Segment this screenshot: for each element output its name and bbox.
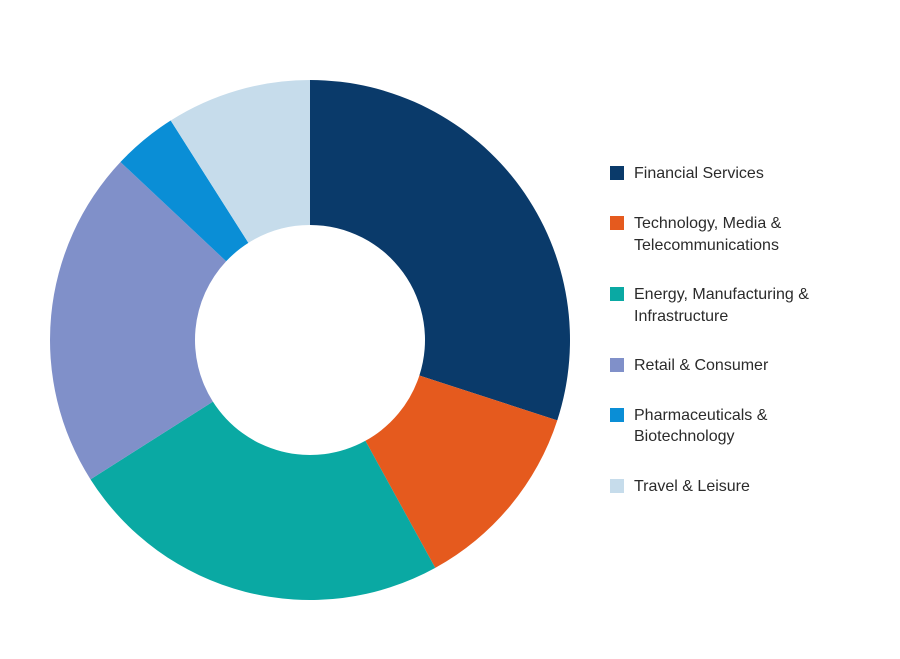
legend-label: Travel & Leisure	[634, 476, 750, 498]
donut-chart	[40, 60, 580, 600]
legend-swatch	[610, 408, 624, 422]
legend-swatch	[610, 216, 624, 230]
legend-item: Travel & Leisure	[610, 476, 854, 498]
legend-item: Technology, Media & Telecommunications	[610, 213, 854, 256]
legend-label: Pharmaceuticals & Biotechnology	[634, 405, 854, 448]
legend-swatch	[610, 358, 624, 372]
chart-container: Financial Services Technology, Media & Te…	[0, 0, 900, 659]
legend-label: Energy, Manufacturing & Infrastructure	[634, 284, 854, 327]
legend-label: Retail & Consumer	[634, 355, 768, 377]
donut-svg	[40, 60, 580, 620]
legend: Financial Services Technology, Media & Te…	[610, 163, 854, 525]
legend-item: Energy, Manufacturing & Infrastructure	[610, 284, 854, 327]
legend-swatch	[610, 479, 624, 493]
legend-label: Financial Services	[634, 163, 764, 185]
legend-item: Financial Services	[610, 163, 854, 185]
legend-swatch	[610, 287, 624, 301]
legend-item: Retail & Consumer	[610, 355, 854, 377]
legend-swatch	[610, 166, 624, 180]
legend-item: Pharmaceuticals & Biotechnology	[610, 405, 854, 448]
donut-slice	[310, 80, 570, 420]
legend-label: Technology, Media & Telecommunications	[634, 213, 854, 256]
